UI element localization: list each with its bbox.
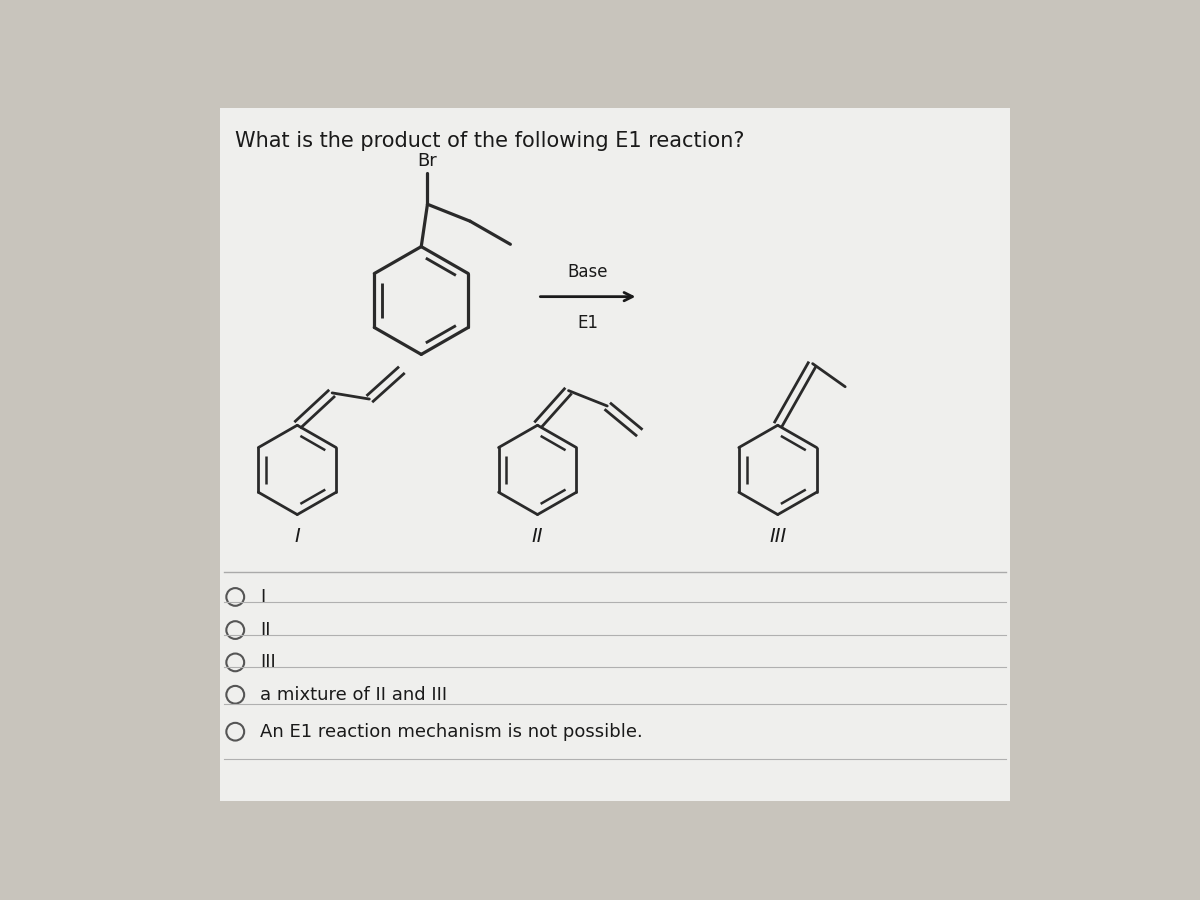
Text: III: III (260, 653, 276, 671)
Text: E1: E1 (577, 313, 599, 331)
Text: III: III (769, 526, 786, 545)
Text: a mixture of II and III: a mixture of II and III (260, 686, 448, 704)
Text: I: I (260, 588, 265, 606)
Text: Br: Br (418, 152, 437, 170)
FancyBboxPatch shape (220, 108, 1010, 801)
Text: I: I (294, 526, 300, 545)
Text: An E1 reaction mechanism is not possible.: An E1 reaction mechanism is not possible… (260, 723, 643, 741)
Text: What is the product of the following E1 reaction?: What is the product of the following E1 … (235, 131, 745, 151)
Text: II: II (260, 621, 270, 639)
Text: Base: Base (568, 263, 608, 281)
Text: II: II (532, 526, 544, 545)
